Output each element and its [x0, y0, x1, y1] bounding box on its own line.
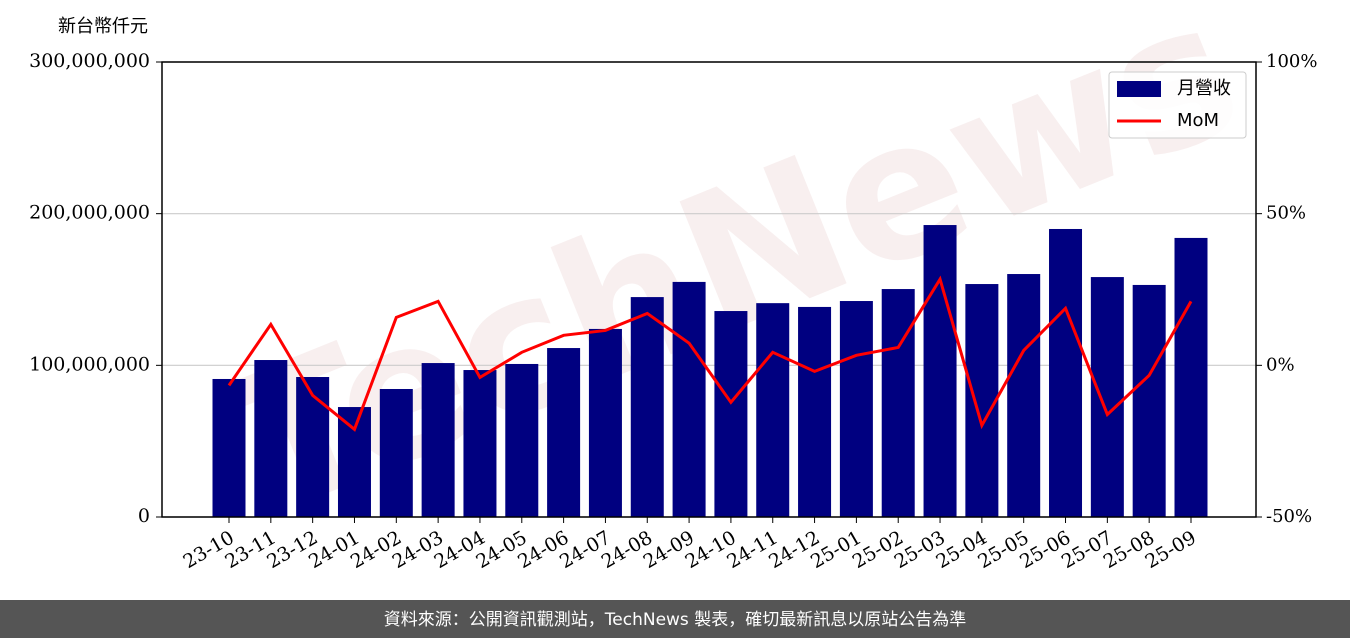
bar: [714, 311, 748, 517]
bar: [1049, 228, 1083, 518]
bar: [756, 303, 790, 517]
bar: [337, 407, 371, 517]
bar: [672, 281, 706, 517]
bar: [254, 360, 288, 517]
bar: [505, 363, 539, 517]
y2-tick-label: 0%: [1266, 354, 1295, 375]
legend-label: MoM: [1177, 110, 1219, 131]
y2-tick-label: 100%: [1266, 51, 1317, 72]
bar: [588, 328, 622, 517]
bar: [1007, 274, 1041, 517]
bar: [379, 388, 413, 517]
line: [227, 275, 1193, 432]
bar: [1132, 284, 1166, 517]
y2-tick-label: -50%: [1266, 506, 1312, 527]
plot-frame: [161, 61, 1257, 518]
legend-label: 月營收: [1177, 78, 1231, 99]
bar: [296, 377, 330, 517]
source-note: 資料來源：公開資訊觀測站，TechNews 製表，確切最新訊息以原站公告為準: [384, 610, 966, 630]
y-tick-label: 0: [138, 505, 150, 527]
bar: [547, 348, 581, 517]
legend-swatch: [1117, 81, 1161, 97]
footer-bar: [0, 600, 1350, 638]
bar: [923, 225, 957, 517]
bar: [839, 301, 873, 517]
bar: [630, 297, 664, 517]
bar: [421, 363, 455, 517]
bar: [212, 378, 246, 517]
bar: [1174, 237, 1208, 517]
legend: 月營收 MoM: [1108, 71, 1247, 139]
bar: [463, 370, 497, 517]
y-tick-label: 100,000,000: [29, 353, 150, 375]
bar: [798, 306, 832, 517]
bar: [965, 284, 999, 517]
bar: [881, 289, 915, 517]
bar: [1090, 277, 1124, 517]
y-tick-label: 300,000,000: [29, 50, 150, 72]
plot-area: 0 100,000,000 200,000,000 300,000,000 -50% 0%…: [29, 50, 1317, 573]
y-tick-label: 200,000,000: [29, 202, 150, 224]
y-axis-label: 新台幣仟元: [58, 16, 148, 37]
y2-tick-label: 50%: [1266, 203, 1306, 224]
